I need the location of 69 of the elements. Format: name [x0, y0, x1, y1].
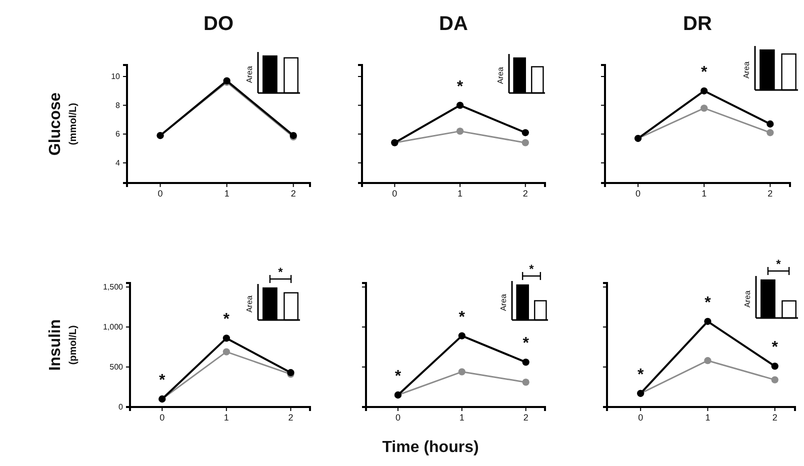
text: * — [278, 265, 284, 279]
y-axis-title: Area — [245, 295, 254, 312]
x-tick-label: 0 — [392, 188, 398, 198]
y-tick-label: 0 — [118, 402, 124, 412]
x-tick-label: 1 — [224, 412, 229, 422]
text: * — [776, 257, 782, 271]
annotation: * — [704, 294, 712, 312]
chart-title: DR — [683, 13, 712, 35]
text: * — [529, 262, 534, 276]
y-tick-label: 500 — [110, 362, 124, 372]
x-tick-label: 2 — [772, 412, 778, 422]
x-tick-label: 2 — [768, 188, 773, 198]
y-tick-label: 1,000 — [102, 322, 124, 332]
y-tick-label: 1,500 — [102, 282, 124, 292]
x-tick-label: 2 — [290, 188, 296, 198]
point — [771, 376, 778, 384]
point — [458, 368, 466, 376]
x-tick-label: 0 — [638, 412, 644, 422]
annotation: * — [522, 335, 530, 352]
x-tick-label: 0 — [158, 188, 163, 198]
x-tick-label: 1 — [459, 412, 464, 422]
y-axis-title: Insulin (pmol/L) — [47, 319, 79, 371]
annotation: * — [456, 78, 464, 96]
point — [522, 129, 529, 136]
x-tick-label: 2 — [522, 188, 528, 198]
annotation: * — [700, 64, 708, 81]
point — [700, 87, 708, 94]
point — [704, 318, 712, 325]
chart-title: DA — [439, 13, 468, 35]
y-axis-title: Area — [245, 66, 254, 83]
y-tick-label: 4 — [116, 158, 121, 168]
y-axis-title: Area — [499, 294, 508, 311]
annotation: * — [458, 308, 466, 326]
y-axis-title: Glucose (mmol/L) — [47, 92, 79, 156]
point — [700, 104, 708, 112]
x-tick-label: 1 — [458, 188, 463, 198]
x-tick-label: 1 — [224, 188, 230, 198]
x-tick-label: 0 — [160, 412, 165, 422]
annotation: * — [159, 372, 166, 389]
annotation: * — [772, 339, 779, 356]
x-tick-label: 0 — [395, 412, 400, 422]
y-tick-label: 6 — [116, 130, 121, 139]
point — [222, 334, 230, 342]
y-axis-title: Area — [743, 290, 752, 308]
point — [771, 362, 778, 370]
point — [458, 332, 466, 340]
point — [522, 358, 530, 366]
point — [766, 129, 774, 136]
x-tick-label: 1 — [705, 412, 710, 422]
point — [704, 357, 712, 364]
x-tick-label: 2 — [288, 412, 294, 422]
x-tick-label: 2 — [523, 412, 528, 422]
x-axis-title: Time (hours) — [382, 439, 479, 456]
annotation: * — [223, 311, 230, 328]
point — [456, 102, 464, 109]
y-axis-title: Area — [496, 66, 505, 84]
x-tick-label: 0 — [636, 188, 641, 198]
annotation: * — [394, 368, 402, 385]
point — [222, 348, 230, 356]
point — [522, 139, 529, 146]
y-axis-title: Area — [742, 61, 751, 78]
point — [456, 128, 464, 135]
annotation: * — [637, 366, 644, 384]
point — [522, 378, 530, 386]
point — [766, 120, 774, 128]
x-tick-label: 1 — [702, 188, 707, 198]
y-tick-label: 8 — [116, 100, 121, 110]
y-tick-label: 10 — [111, 72, 121, 82]
chart-title: DO — [204, 13, 234, 35]
